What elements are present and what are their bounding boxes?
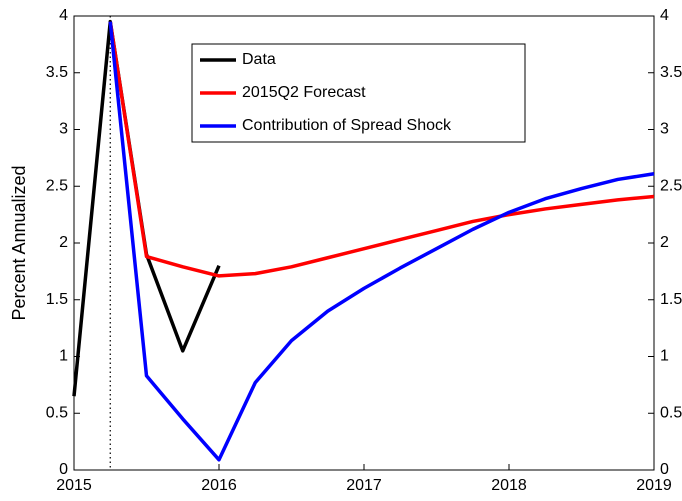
y-tick-label: 1 xyxy=(59,348,68,365)
y2-tick-label: 0 xyxy=(660,461,669,478)
y-tick-label: 1.5 xyxy=(46,291,68,308)
y2-tick-label: 2.5 xyxy=(660,177,682,194)
legend-box xyxy=(191,43,526,143)
y-tick-label: 3.5 xyxy=(46,64,68,81)
y2-tick-label: 1.5 xyxy=(660,291,682,308)
x-tick-label: 2018 xyxy=(491,477,527,494)
y2-tick-label: 3 xyxy=(660,121,669,138)
series-line xyxy=(108,21,655,278)
y-tick-label: 0 xyxy=(59,461,68,478)
series-line xyxy=(108,21,655,462)
legend-label: Data xyxy=(242,51,276,68)
x-tick-label: 2019 xyxy=(636,477,672,494)
x-tick-label: 2017 xyxy=(346,477,382,494)
x-tick-label: 2015 xyxy=(56,477,92,494)
y-tick-label: 3 xyxy=(59,121,68,138)
y2-tick-label: 4 xyxy=(660,7,669,24)
y2-tick-label: 0.5 xyxy=(660,404,682,421)
y2-tick-label: 1 xyxy=(660,348,669,365)
y-tick-label: 4 xyxy=(59,7,68,24)
y2-tick-label: 3.5 xyxy=(660,64,682,81)
y-tick-label: 2.5 xyxy=(46,177,68,194)
x-tick-label: 2016 xyxy=(201,477,237,494)
y-axis-label: Percent Annualized xyxy=(9,165,29,320)
y-tick-label: 0.5 xyxy=(46,404,68,421)
legend-label: 2015Q2 Forecast xyxy=(242,84,366,101)
y2-tick-label: 2 xyxy=(660,234,669,251)
y-tick-label: 2 xyxy=(59,234,68,251)
legend-label: Contribution of Spread Shock xyxy=(242,117,452,134)
